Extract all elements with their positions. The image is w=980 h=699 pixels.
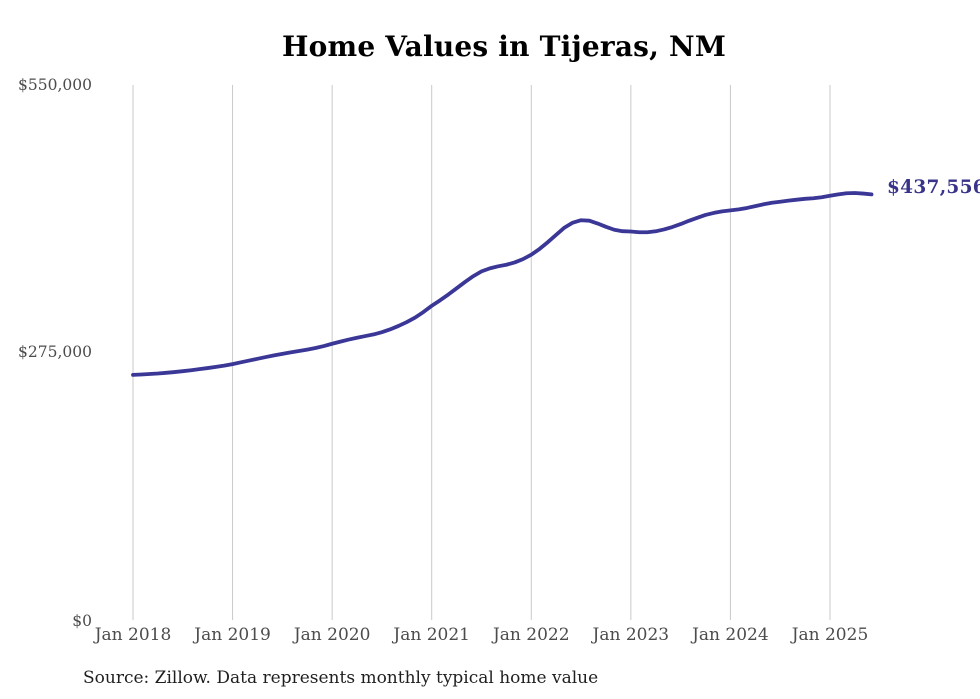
x-axis-tick-label: Jan 2021 bbox=[393, 625, 470, 645]
home-value-line-series bbox=[131, 191, 874, 377]
x-axis-tick-label: Jan 2018 bbox=[94, 625, 172, 645]
y-axis-tick-275000: $275,000 bbox=[18, 343, 92, 361]
x-axis-tick-label: Jan 2020 bbox=[293, 625, 371, 645]
x-axis-tick-label: Jan 2023 bbox=[592, 625, 670, 645]
end-value-label: $437,556 bbox=[887, 177, 980, 198]
y-axis-tick-550000: $550,000 bbox=[18, 76, 92, 94]
x-axis-tick-label: Jan 2025 bbox=[791, 625, 869, 645]
chart-title: Home Values in Tijeras, NM bbox=[281, 30, 727, 63]
vertical-gridlines bbox=[132, 85, 831, 620]
x-axis-tick-label: Jan 2022 bbox=[492, 625, 570, 645]
source-note: Source: Zillow. Data represents monthly … bbox=[83, 668, 599, 688]
x-axis-tick-label: Jan 2024 bbox=[692, 625, 769, 645]
x-axis-tick-label: Jan 2019 bbox=[194, 625, 271, 645]
y-axis-tick-0: $0 bbox=[72, 612, 92, 630]
x-axis-tick-labels: Jan 2018 Jan 2019 Jan 2020 Jan 2021 Jan 2022… bbox=[0, 626, 980, 648]
